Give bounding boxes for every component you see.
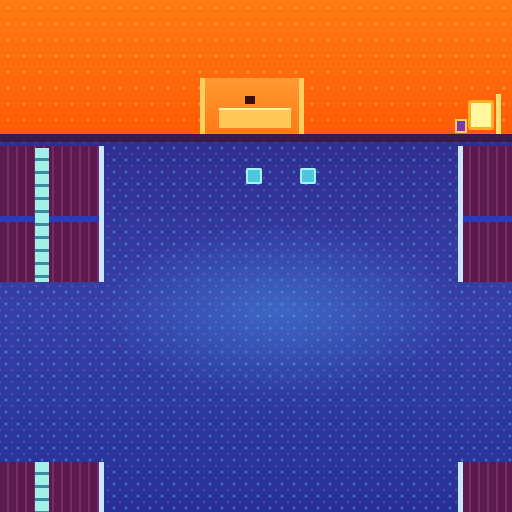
- lamp-post: [496, 94, 501, 134]
- building-sprite: [200, 78, 304, 134]
- right-shelf-bottom: [462, 462, 512, 512]
- cyan-marker: [246, 168, 262, 184]
- ladder-top: [35, 148, 49, 282]
- ladder-bottom: [35, 462, 49, 512]
- small-block-sprite: [455, 119, 467, 133]
- post-right-top: [458, 146, 463, 282]
- wall-edge: [0, 134, 512, 142]
- lamp-sprite: [468, 100, 494, 130]
- left-shelf-bottom: [0, 462, 104, 512]
- post-left-bottom: [99, 462, 104, 512]
- shelf-bar: [0, 216, 104, 222]
- floor-glow: [100, 220, 460, 400]
- post-right-bottom: [458, 462, 463, 512]
- shelf-bar: [462, 216, 512, 222]
- building-window: [219, 108, 291, 128]
- post-left-top: [99, 146, 104, 282]
- cyan-marker: [300, 168, 316, 184]
- right-shelf-top: [462, 146, 512, 282]
- left-shelf-top: [0, 146, 104, 282]
- building-door: [245, 96, 255, 104]
